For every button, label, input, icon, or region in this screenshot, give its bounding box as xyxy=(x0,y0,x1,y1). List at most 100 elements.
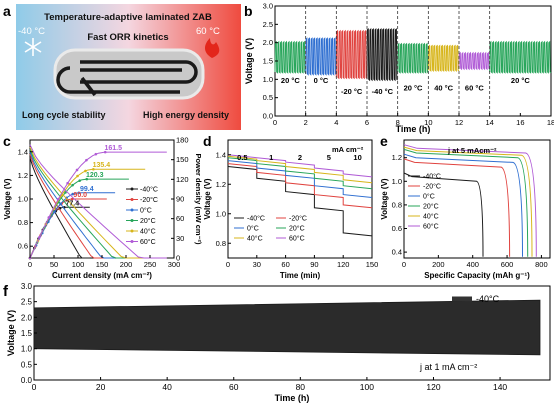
panel-c-xticks: 0 50 100 150 200 250 300 xyxy=(28,255,180,269)
segment-label: 40 °C xyxy=(434,83,453,92)
panel-e-note: j at 5 mAcm⁻² xyxy=(447,146,497,155)
legend-label: 60°C xyxy=(423,223,439,231)
peak-power-label: 161.5 xyxy=(104,145,122,152)
legend-label: 40°C xyxy=(140,228,156,236)
tick-label: 1.2 xyxy=(392,153,402,162)
tick-label: 0.6 xyxy=(18,242,28,251)
panel-c: c 0 50 100 150 200 250 300 0.6 0.8 1.0 1.2 1.4 0 30… xyxy=(3,133,203,280)
panel-c-legend: -40°C -20°C 0°C 20°C 40°C 60°C xyxy=(126,186,158,246)
tick-label: 1.0 xyxy=(263,75,273,84)
tick-label: 6 xyxy=(365,118,369,127)
legend-label: 0°C xyxy=(423,193,435,201)
power-marker xyxy=(64,191,67,194)
peak-power-label: 99.4 xyxy=(80,186,94,193)
panel-f-xlabel: Time (h) xyxy=(275,393,310,403)
tick-label: 60 xyxy=(281,260,289,269)
panel-a-title: Temperature-adaptive laminated ZAB xyxy=(44,12,212,23)
panel-d: d 0 30 60 90 120 150 0.8 1.0 1.2 1.4 0.5 1 2 5 10 mA… xyxy=(203,133,378,280)
legend-label: 40°C xyxy=(247,235,263,243)
panel-d-yticks: 0.8 1.0 1.2 1.4 xyxy=(216,150,231,248)
discharge-curve xyxy=(403,144,537,257)
panel-b-segment-labels: 20 °C 0 °C -20 °C -40 °C 20 °C 40 °C 60 °C 20 °… xyxy=(281,76,530,96)
rate-label: 5 xyxy=(327,153,331,162)
tick-label: 140 xyxy=(493,382,507,392)
legend-label: 20°C xyxy=(289,225,305,233)
power-marker xyxy=(53,210,56,214)
tick-label: 2.5 xyxy=(21,298,33,307)
segment-label: -20 °C xyxy=(341,87,363,96)
panel-b-ylabel: Voltage (V) xyxy=(244,38,254,84)
panel-e-xticks: 0 200 400 600 800 xyxy=(402,255,548,269)
power-marker xyxy=(59,202,62,206)
panel-letter-b: b xyxy=(244,3,253,19)
tick-label: 0.5 xyxy=(21,360,33,369)
tick-label: 16 xyxy=(516,118,524,127)
tick-label: 300 xyxy=(168,260,181,269)
peak-power-label: 90.0 xyxy=(73,192,87,199)
tick-label: 250 xyxy=(144,260,157,269)
panel-f-band xyxy=(33,299,541,356)
segment-label: 20 °C xyxy=(404,83,423,92)
legend-label: -20°C xyxy=(289,215,307,223)
power-marker xyxy=(56,197,60,201)
tick-label: 0.0 xyxy=(263,112,273,121)
tick-label: 60 xyxy=(229,382,239,392)
rate-curve xyxy=(227,166,373,237)
panel-d-ylabel: Voltage (V) xyxy=(203,178,212,220)
cycling-segment xyxy=(458,51,491,71)
power-marker xyxy=(66,181,69,185)
tick-label: 0.5 xyxy=(263,93,273,102)
panel-e-curves xyxy=(403,144,537,257)
power-marker xyxy=(85,158,88,162)
legend-label: -40°C xyxy=(140,186,158,194)
tick-label: 0 xyxy=(273,118,277,127)
panel-b-segments xyxy=(274,28,552,82)
panel-c-ylabel-left: Voltage (V) xyxy=(3,178,12,220)
panel-letter-c: c xyxy=(3,133,11,149)
tick-label: 2.0 xyxy=(263,38,273,47)
rate-curve xyxy=(227,157,373,190)
rate-label: 2 xyxy=(298,153,302,162)
panel-f-note: j at 1 mA cm⁻² xyxy=(419,362,477,372)
panel-d-rate-unit: mA cm⁻² xyxy=(332,145,364,154)
panel-e-ylabel: Voltage (V) xyxy=(380,178,389,220)
tick-label: 0 xyxy=(176,254,180,263)
tick-label: 20 xyxy=(96,382,106,392)
power-marker xyxy=(75,168,79,172)
panel-b-dividers xyxy=(305,6,491,116)
tick-label: 180 xyxy=(176,136,189,145)
tick-label: 1.4 xyxy=(216,150,226,159)
cycling-segment xyxy=(305,37,337,76)
segment-label: 20 °C xyxy=(281,76,300,85)
legend-label: -20°C xyxy=(423,183,441,191)
tick-label: 0 xyxy=(402,260,406,269)
panel-letter-d: d xyxy=(203,133,212,149)
panel-a: a Temperature-adaptive laminated ZAB -40… xyxy=(3,3,241,130)
cycling-band xyxy=(33,299,541,356)
laminated-battery-illustration xyxy=(53,48,205,100)
panel-f: f 0 20 40 60 80 100 120 140 0.0 0.5 1.0 1.5 2.0 2.5 3… xyxy=(3,282,551,403)
panel-b: b 0 2 4 6 8 10 12 14 16 18 0.00.51.01.52.02.53.0 … xyxy=(244,2,554,135)
legend-marker xyxy=(130,208,134,212)
panel-letter-e: e xyxy=(380,133,388,149)
tick-label: 50 xyxy=(50,260,58,269)
tick-label: 60 xyxy=(176,214,184,223)
panel-b-yticks: 0.0 0.5 1.0 1.5 2.0 2.5 3.0 xyxy=(263,2,278,121)
panel-e-legend: -40°C -20°C 0°C 20°C 40°C 60°C xyxy=(408,173,441,231)
tick-label: 0 xyxy=(226,260,230,269)
tick-label: 1.5 xyxy=(263,57,273,66)
power-curve xyxy=(29,151,167,259)
panel-e: e 0 200 400 600 800 0.4 0.6 0.8 1.0 1.2 j at 5 m… xyxy=(380,133,551,280)
power-marker xyxy=(70,197,74,201)
tick-label: 0.4 xyxy=(392,248,402,257)
panel-d-rate-labels: 0.5 1 2 5 10 xyxy=(237,153,362,162)
panel-e-yticks: 0.4 0.6 0.8 1.0 1.2 xyxy=(392,153,407,257)
panel-c-peak-labels: 161.5 135.4 120.3 99.490.077.4 xyxy=(66,145,123,207)
panel-c-ylabel-right: Power density (mW cm⁻²) xyxy=(194,153,203,245)
tick-label: 120 xyxy=(426,382,440,392)
segment-label: 60 °C xyxy=(465,83,484,92)
discharge-curve xyxy=(403,146,533,257)
panel-c-yticks-right: 0 30 60 90 120 150 180 xyxy=(171,136,189,263)
rate-curve xyxy=(227,163,373,209)
power-marker xyxy=(38,236,41,239)
